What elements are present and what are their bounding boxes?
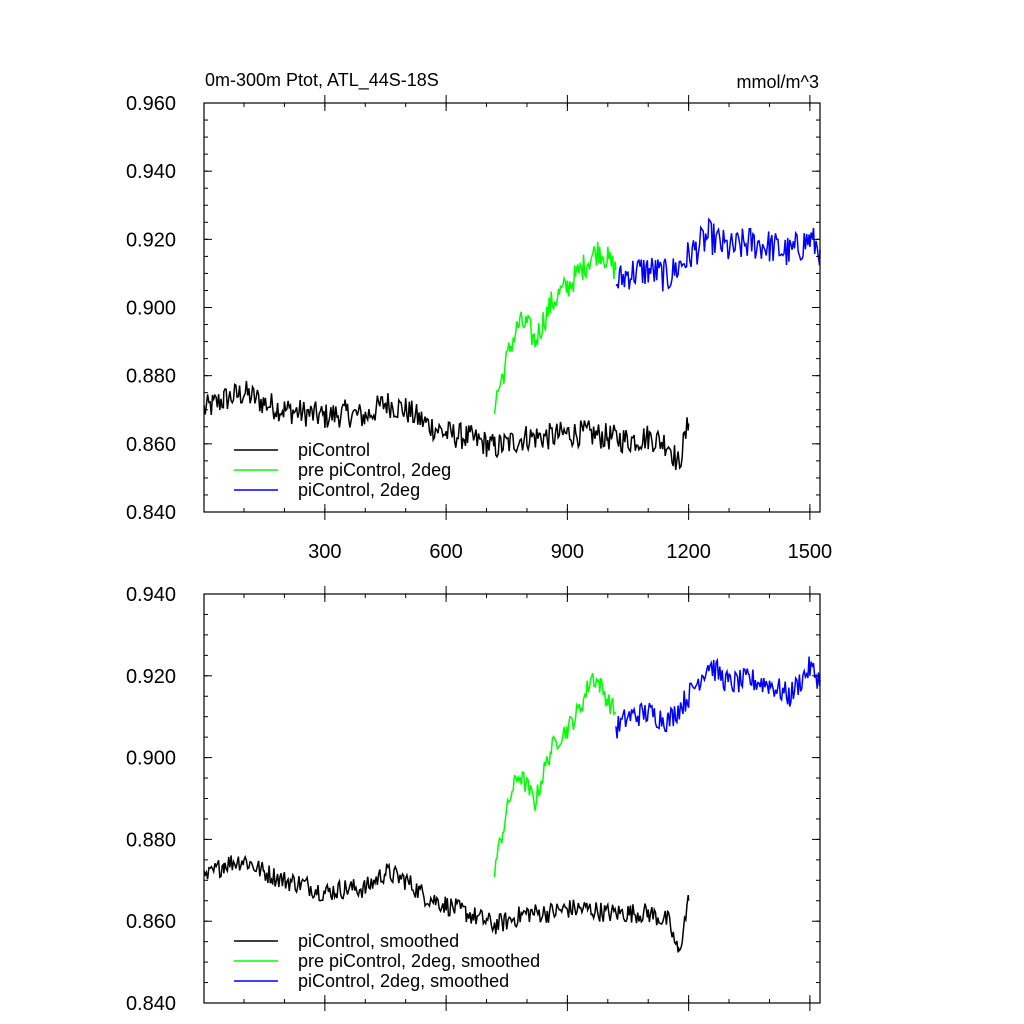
legend-label-1-0: piControl, smoothed — [298, 931, 459, 951]
x-tick-label: 600 — [429, 541, 462, 563]
plot-frame — [203, 102, 821, 513]
series-line-1-2 — [615, 656, 821, 739]
y-tick-label: 0.860 — [126, 911, 176, 933]
y-tick-label: 0.940 — [126, 584, 176, 606]
series-line-0-1 — [493, 241, 617, 415]
legend-label-1-2: piControl, 2deg, smoothed — [298, 971, 509, 991]
legend-label-0-0: piControl — [298, 440, 370, 460]
y-tick-label: 0.940 — [126, 161, 176, 183]
series-line-0-2 — [615, 217, 821, 292]
y-tick-label: 0.860 — [126, 434, 176, 456]
y-tick-label: 0.920 — [126, 229, 176, 251]
y-tick-label: 0.960 — [126, 93, 176, 115]
y-tick-label: 0.900 — [126, 748, 176, 770]
plot-frame — [203, 593, 821, 1004]
top-panel-units: mmol/m^3 — [737, 72, 819, 92]
y-tick-label: 0.880 — [126, 366, 176, 388]
y-tick-label: 0.920 — [126, 666, 176, 688]
x-tick-label: 1500 — [788, 541, 833, 563]
series-line-1-0 — [203, 854, 690, 953]
series-line-1-1 — [493, 673, 617, 878]
legend-label-0-2: piControl, 2deg — [298, 480, 420, 500]
x-tick-label: 300 — [308, 541, 341, 563]
legend-label-0-1: pre piControl, 2deg — [298, 460, 451, 480]
y-tick-label: 0.880 — [126, 829, 176, 851]
y-tick-label: 0.900 — [126, 298, 176, 320]
y-tick-label: 0.840 — [126, 502, 176, 524]
top-panel: 0m-300m Ptot, ATL_44S-18S mmol/m^3 0.840… — [126, 70, 832, 563]
x-tick-label: 1200 — [666, 541, 711, 563]
top-panel-title: 0m-300m Ptot, ATL_44S-18S — [205, 70, 439, 91]
x-tick-label: 900 — [551, 541, 584, 563]
series-line-0-0 — [203, 380, 690, 471]
y-tick-label: 0.840 — [126, 993, 176, 1015]
legend-label-1-1: pre piControl, 2deg, smoothed — [298, 951, 540, 971]
bottom-panel: 0.840 0.860 0.880 0.900 0.920 0.940 piControl,… — [126, 584, 821, 1015]
